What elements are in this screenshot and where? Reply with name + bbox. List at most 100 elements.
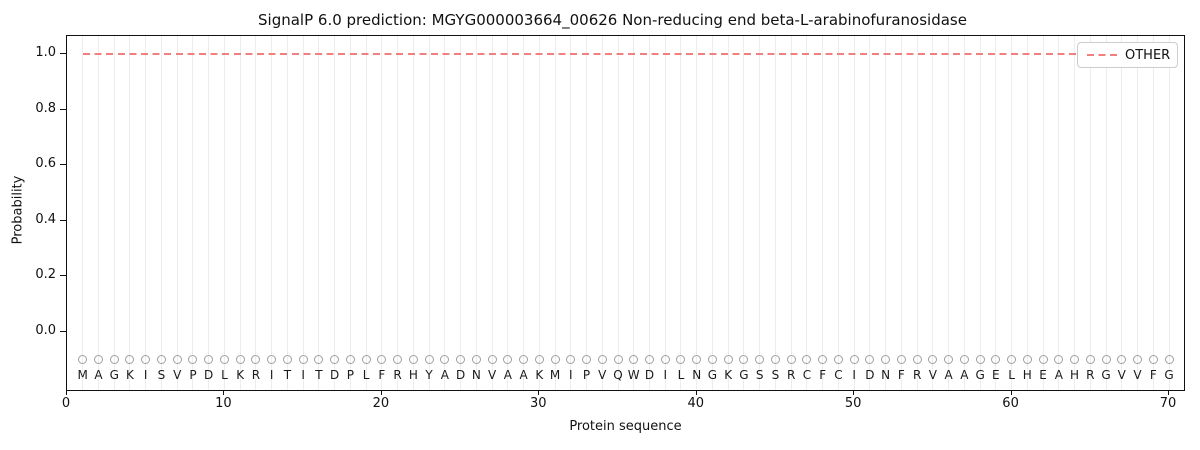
residue-marker bbox=[755, 355, 765, 365]
residue-marker bbox=[156, 355, 166, 365]
residue-letter: N bbox=[881, 368, 891, 382]
residue-letter: R bbox=[787, 368, 796, 382]
gridline bbox=[444, 36, 446, 390]
residue-letter: S bbox=[157, 368, 166, 382]
residue-marker bbox=[298, 355, 308, 365]
y-tick-mark bbox=[60, 53, 66, 54]
residue-letter: R bbox=[1086, 368, 1095, 382]
residue-letter: V bbox=[487, 368, 497, 382]
residue-marker bbox=[188, 355, 198, 365]
gridline bbox=[507, 36, 509, 390]
gridline bbox=[995, 36, 997, 390]
x-tick-mark bbox=[1168, 391, 1169, 395]
residue-letter: H bbox=[1022, 368, 1032, 382]
residue-letter: Q bbox=[613, 368, 623, 382]
residue-letter: H bbox=[408, 368, 418, 382]
residue-marker bbox=[566, 355, 576, 365]
residue-marker bbox=[330, 355, 340, 365]
residue-letter: M bbox=[77, 368, 88, 382]
gridline bbox=[586, 36, 588, 390]
gridline bbox=[963, 36, 965, 390]
residue-marker bbox=[109, 355, 119, 365]
residue-marker bbox=[1133, 355, 1143, 365]
residue-letter: L bbox=[677, 368, 685, 382]
residue-letter: H bbox=[1070, 368, 1080, 382]
residue-letter: A bbox=[960, 368, 969, 382]
residue-letter: F bbox=[378, 368, 386, 382]
gridline bbox=[365, 36, 367, 390]
residue-letter: P bbox=[346, 368, 354, 382]
residue-marker bbox=[345, 355, 355, 365]
gridline bbox=[113, 36, 115, 390]
residue-letter: A bbox=[503, 368, 512, 382]
residue-letter: P bbox=[582, 368, 591, 382]
gridline bbox=[759, 36, 761, 390]
gridline bbox=[774, 36, 776, 390]
gridline bbox=[1137, 36, 1139, 390]
residue-marker bbox=[251, 355, 261, 365]
gridline bbox=[491, 36, 493, 390]
gridline bbox=[696, 36, 698, 390]
residue-marker bbox=[235, 355, 245, 365]
gridline bbox=[1152, 36, 1154, 390]
legend-dashed-line-icon bbox=[1087, 54, 1117, 56]
residue-marker bbox=[219, 355, 229, 365]
residue-marker bbox=[660, 355, 670, 365]
residue-marker bbox=[440, 355, 450, 365]
x-tick-mark bbox=[380, 391, 382, 395]
residue-marker bbox=[1022, 355, 1032, 365]
residue-marker bbox=[802, 355, 812, 365]
residue-marker bbox=[550, 355, 560, 365]
residue-marker bbox=[975, 355, 985, 365]
residue-marker bbox=[314, 355, 324, 365]
gridline bbox=[932, 36, 934, 390]
residue-marker bbox=[456, 355, 466, 365]
gridline bbox=[334, 36, 336, 390]
residue-marker bbox=[959, 355, 969, 365]
gridline bbox=[727, 36, 729, 390]
residue-letter: N bbox=[471, 368, 481, 382]
gridline bbox=[475, 36, 477, 390]
gridline bbox=[255, 36, 257, 390]
residue-letter: D bbox=[204, 368, 214, 382]
y-tick-mark bbox=[60, 275, 66, 277]
residue-marker bbox=[377, 355, 387, 365]
gridline bbox=[192, 36, 194, 390]
residue-marker bbox=[408, 355, 418, 365]
y-tick-label: 0.8 bbox=[35, 100, 56, 116]
residue-letter: F bbox=[819, 368, 827, 382]
residue-marker bbox=[1101, 355, 1111, 365]
residue-marker bbox=[424, 355, 434, 365]
gridline bbox=[570, 36, 572, 390]
residue-marker bbox=[707, 355, 717, 365]
gridline bbox=[1074, 36, 1076, 390]
x-tick-mark bbox=[538, 391, 540, 395]
gridline bbox=[790, 36, 792, 390]
y-tick-mark bbox=[60, 331, 66, 332]
residue-letter: V bbox=[1133, 368, 1142, 382]
residue-marker bbox=[692, 355, 702, 365]
residue-letter: D bbox=[330, 368, 340, 382]
gridline bbox=[885, 36, 887, 390]
residue-letter: M bbox=[549, 368, 561, 382]
residue-letter: E bbox=[992, 368, 1000, 382]
residue-letter: V bbox=[1117, 368, 1126, 382]
residue-marker bbox=[204, 355, 214, 365]
gridline bbox=[869, 36, 871, 390]
residue-letter: I bbox=[269, 368, 274, 382]
residue-marker bbox=[534, 355, 544, 365]
gridline bbox=[554, 36, 556, 390]
residue-marker bbox=[487, 355, 497, 365]
residue-marker bbox=[1007, 355, 1017, 365]
residue-letter: I bbox=[301, 368, 305, 382]
residue-letter: R bbox=[912, 368, 922, 382]
gridline bbox=[617, 36, 619, 390]
residue-marker bbox=[582, 355, 592, 365]
residue-letter: V bbox=[173, 368, 182, 382]
residue-letter: D bbox=[644, 368, 655, 382]
gridline bbox=[397, 36, 399, 390]
residue-marker bbox=[78, 355, 88, 365]
gridline bbox=[538, 36, 540, 390]
gridline bbox=[1058, 36, 1060, 390]
